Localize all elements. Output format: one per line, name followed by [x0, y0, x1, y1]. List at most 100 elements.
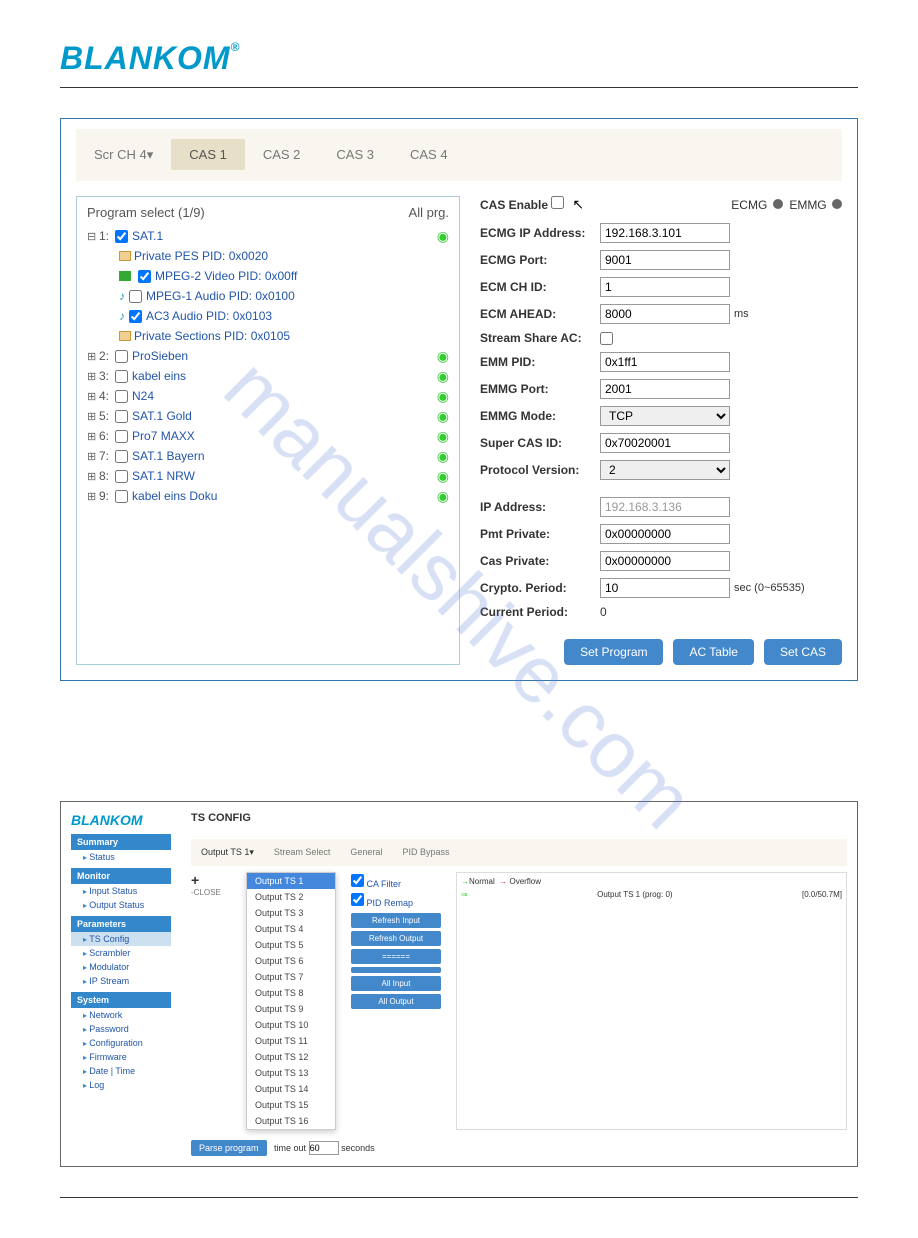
program-checkbox[interactable] — [115, 390, 128, 403]
form-row: Cas Private: — [480, 551, 842, 571]
field-input[interactable] — [600, 524, 730, 544]
pid-item[interactable]: Private PES PID: 0x0020 — [87, 246, 449, 266]
program-item[interactable]: ⊞7: SAT.1 Bayern◉ — [87, 446, 449, 466]
dropdown-option[interactable]: Output TS 11 — [247, 1033, 335, 1049]
pid-item[interactable]: MPEG-2 Video PID: 0x00ff — [87, 266, 449, 286]
sidebar-link[interactable]: Status — [71, 850, 171, 864]
dropdown-option[interactable]: Output TS 14 — [247, 1081, 335, 1097]
dropdown-option[interactable]: Output TS 4 — [247, 921, 335, 937]
field-input[interactable] — [600, 379, 730, 399]
dropdown-option[interactable]: Output TS 16 — [247, 1113, 335, 1129]
dropdown-option[interactable]: Output TS 10 — [247, 1017, 335, 1033]
sidebar-link[interactable]: TS Config — [71, 932, 171, 946]
dropdown-option[interactable]: Output TS 3 — [247, 905, 335, 921]
dropdown-option[interactable]: Output TS 5 — [247, 937, 335, 953]
program-checkbox[interactable] — [115, 230, 128, 243]
field-input[interactable] — [600, 497, 730, 517]
program-checkbox[interactable] — [115, 410, 128, 423]
dropdown-option[interactable]: Output TS 1 — [247, 873, 335, 889]
dropdown-option[interactable]: Output TS 15 — [247, 1097, 335, 1113]
tree-header-right[interactable]: All prg. — [409, 205, 449, 220]
field-select[interactable]: 2 — [600, 460, 730, 480]
program-item[interactable]: ⊞6: Pro7 MAXX◉ — [87, 426, 449, 446]
dropdown-option[interactable]: Output TS 6 — [247, 953, 335, 969]
pid-item[interactable]: Private Sections PID: 0x0105 — [87, 326, 449, 346]
dropdown-option[interactable]: Output TS 13 — [247, 1065, 335, 1081]
sidebar-link[interactable]: Scrambler — [71, 946, 171, 960]
mini-button[interactable]: All Output — [351, 994, 441, 1009]
field-input[interactable] — [600, 304, 730, 324]
field-input[interactable] — [600, 433, 730, 453]
dropdown-option[interactable]: Output TS 7 — [247, 969, 335, 985]
sidebar-link[interactable]: Date | Time — [71, 1064, 171, 1078]
cas-tab-0[interactable]: Scr CH 4▾ — [76, 139, 171, 171]
dropdown-option[interactable]: Output TS 8 — [247, 985, 335, 1001]
ts-tab[interactable]: Output TS 1▾ — [191, 843, 264, 862]
sidebar-link[interactable]: Modulator — [71, 960, 171, 974]
field-checkbox[interactable] — [600, 332, 613, 345]
cas-form: CAS Enable ↖ ECMG EMMG ECMG IP Address:E… — [480, 196, 842, 665]
output-item[interactable]: Output TS 1 (prog: 0) — [597, 890, 672, 899]
sidebar-link[interactable]: Log — [71, 1078, 171, 1092]
timeout-input[interactable] — [309, 1141, 339, 1155]
sidebar-link[interactable]: Output Status — [71, 898, 171, 912]
sidebar-link[interactable]: Configuration — [71, 1036, 171, 1050]
ac-table-button[interactable]: AC Table — [673, 639, 753, 665]
dropdown-option[interactable]: Output TS 9 — [247, 1001, 335, 1017]
add-button[interactable]: + — [191, 872, 231, 888]
field-label: ECM AHEAD: — [480, 307, 600, 321]
pid-checkbox[interactable] — [129, 290, 142, 303]
cas-enable-checkbox[interactable] — [551, 196, 564, 209]
program-checkbox[interactable] — [115, 470, 128, 483]
program-item[interactable]: ⊞8: SAT.1 NRW◉ — [87, 466, 449, 486]
set-cas-button[interactable]: Set CAS — [764, 639, 842, 665]
ts-tab[interactable]: Stream Select — [264, 843, 341, 861]
sidebar-link[interactable]: IP Stream — [71, 974, 171, 988]
program-checkbox[interactable] — [115, 490, 128, 503]
program-item[interactable]: ⊞9: kabel eins Doku◉ — [87, 486, 449, 506]
mini-button[interactable]: ====== — [351, 949, 441, 964]
ts-tab[interactable]: PID Bypass — [392, 843, 459, 861]
ts-tab[interactable]: General — [340, 843, 392, 861]
sidebar-link[interactable]: Network — [71, 1008, 171, 1022]
program-checkbox[interactable] — [115, 370, 128, 383]
mini-button[interactable]: Refresh Output — [351, 931, 441, 946]
pid-checkbox[interactable] — [138, 270, 151, 283]
output-ts-dropdown[interactable]: Output TS 1Output TS 2Output TS 3Output … — [246, 872, 336, 1130]
program-item[interactable]: ⊞4: N24◉ — [87, 386, 449, 406]
sidebar-link[interactable]: Firmware — [71, 1050, 171, 1064]
set-program-button[interactable]: Set Program — [564, 639, 663, 665]
program-item[interactable]: ⊟1: SAT.1◉ — [87, 226, 449, 246]
field-input[interactable] — [600, 352, 730, 372]
pid-checkbox[interactable] — [129, 310, 142, 323]
field-input[interactable] — [600, 578, 730, 598]
cas-tab-3[interactable]: CAS 3 — [318, 139, 392, 170]
close-label[interactable]: -CLOSE — [191, 888, 231, 897]
program-checkbox[interactable] — [115, 450, 128, 463]
mid-checkbox-row[interactable]: PID Remap — [351, 891, 441, 910]
sidebar-link[interactable]: Input Status — [71, 884, 171, 898]
field-select[interactable]: TCP — [600, 406, 730, 426]
mini-button[interactable]: Refresh Input — [351, 913, 441, 928]
cas-tab-1[interactable]: CAS 1 — [171, 139, 245, 170]
mini-button[interactable] — [351, 967, 441, 973]
pid-item[interactable]: ♪ AC3 Audio PID: 0x0103 — [87, 306, 449, 326]
dropdown-option[interactable]: Output TS 12 — [247, 1049, 335, 1065]
cas-tab-4[interactable]: CAS 4 — [392, 139, 466, 170]
program-checkbox[interactable] — [115, 430, 128, 443]
field-input[interactable] — [600, 223, 730, 243]
field-input[interactable] — [600, 250, 730, 270]
mid-checkbox-row[interactable]: CA Filter — [351, 872, 441, 891]
dropdown-option[interactable]: Output TS 2 — [247, 889, 335, 905]
program-item[interactable]: ⊞2: ProSieben◉ — [87, 346, 449, 366]
program-checkbox[interactable] — [115, 350, 128, 363]
program-item[interactable]: ⊞3: kabel eins◉ — [87, 366, 449, 386]
field-input[interactable] — [600, 277, 730, 297]
field-input[interactable] — [600, 551, 730, 571]
sidebar-link[interactable]: Password — [71, 1022, 171, 1036]
pid-item[interactable]: ♪ MPEG-1 Audio PID: 0x0100 — [87, 286, 449, 306]
mini-button[interactable]: All Input — [351, 976, 441, 991]
cas-tab-2[interactable]: CAS 2 — [245, 139, 319, 170]
program-item[interactable]: ⊞5: SAT.1 Gold◉ — [87, 406, 449, 426]
parse-program-button[interactable]: Parse program — [191, 1140, 267, 1156]
